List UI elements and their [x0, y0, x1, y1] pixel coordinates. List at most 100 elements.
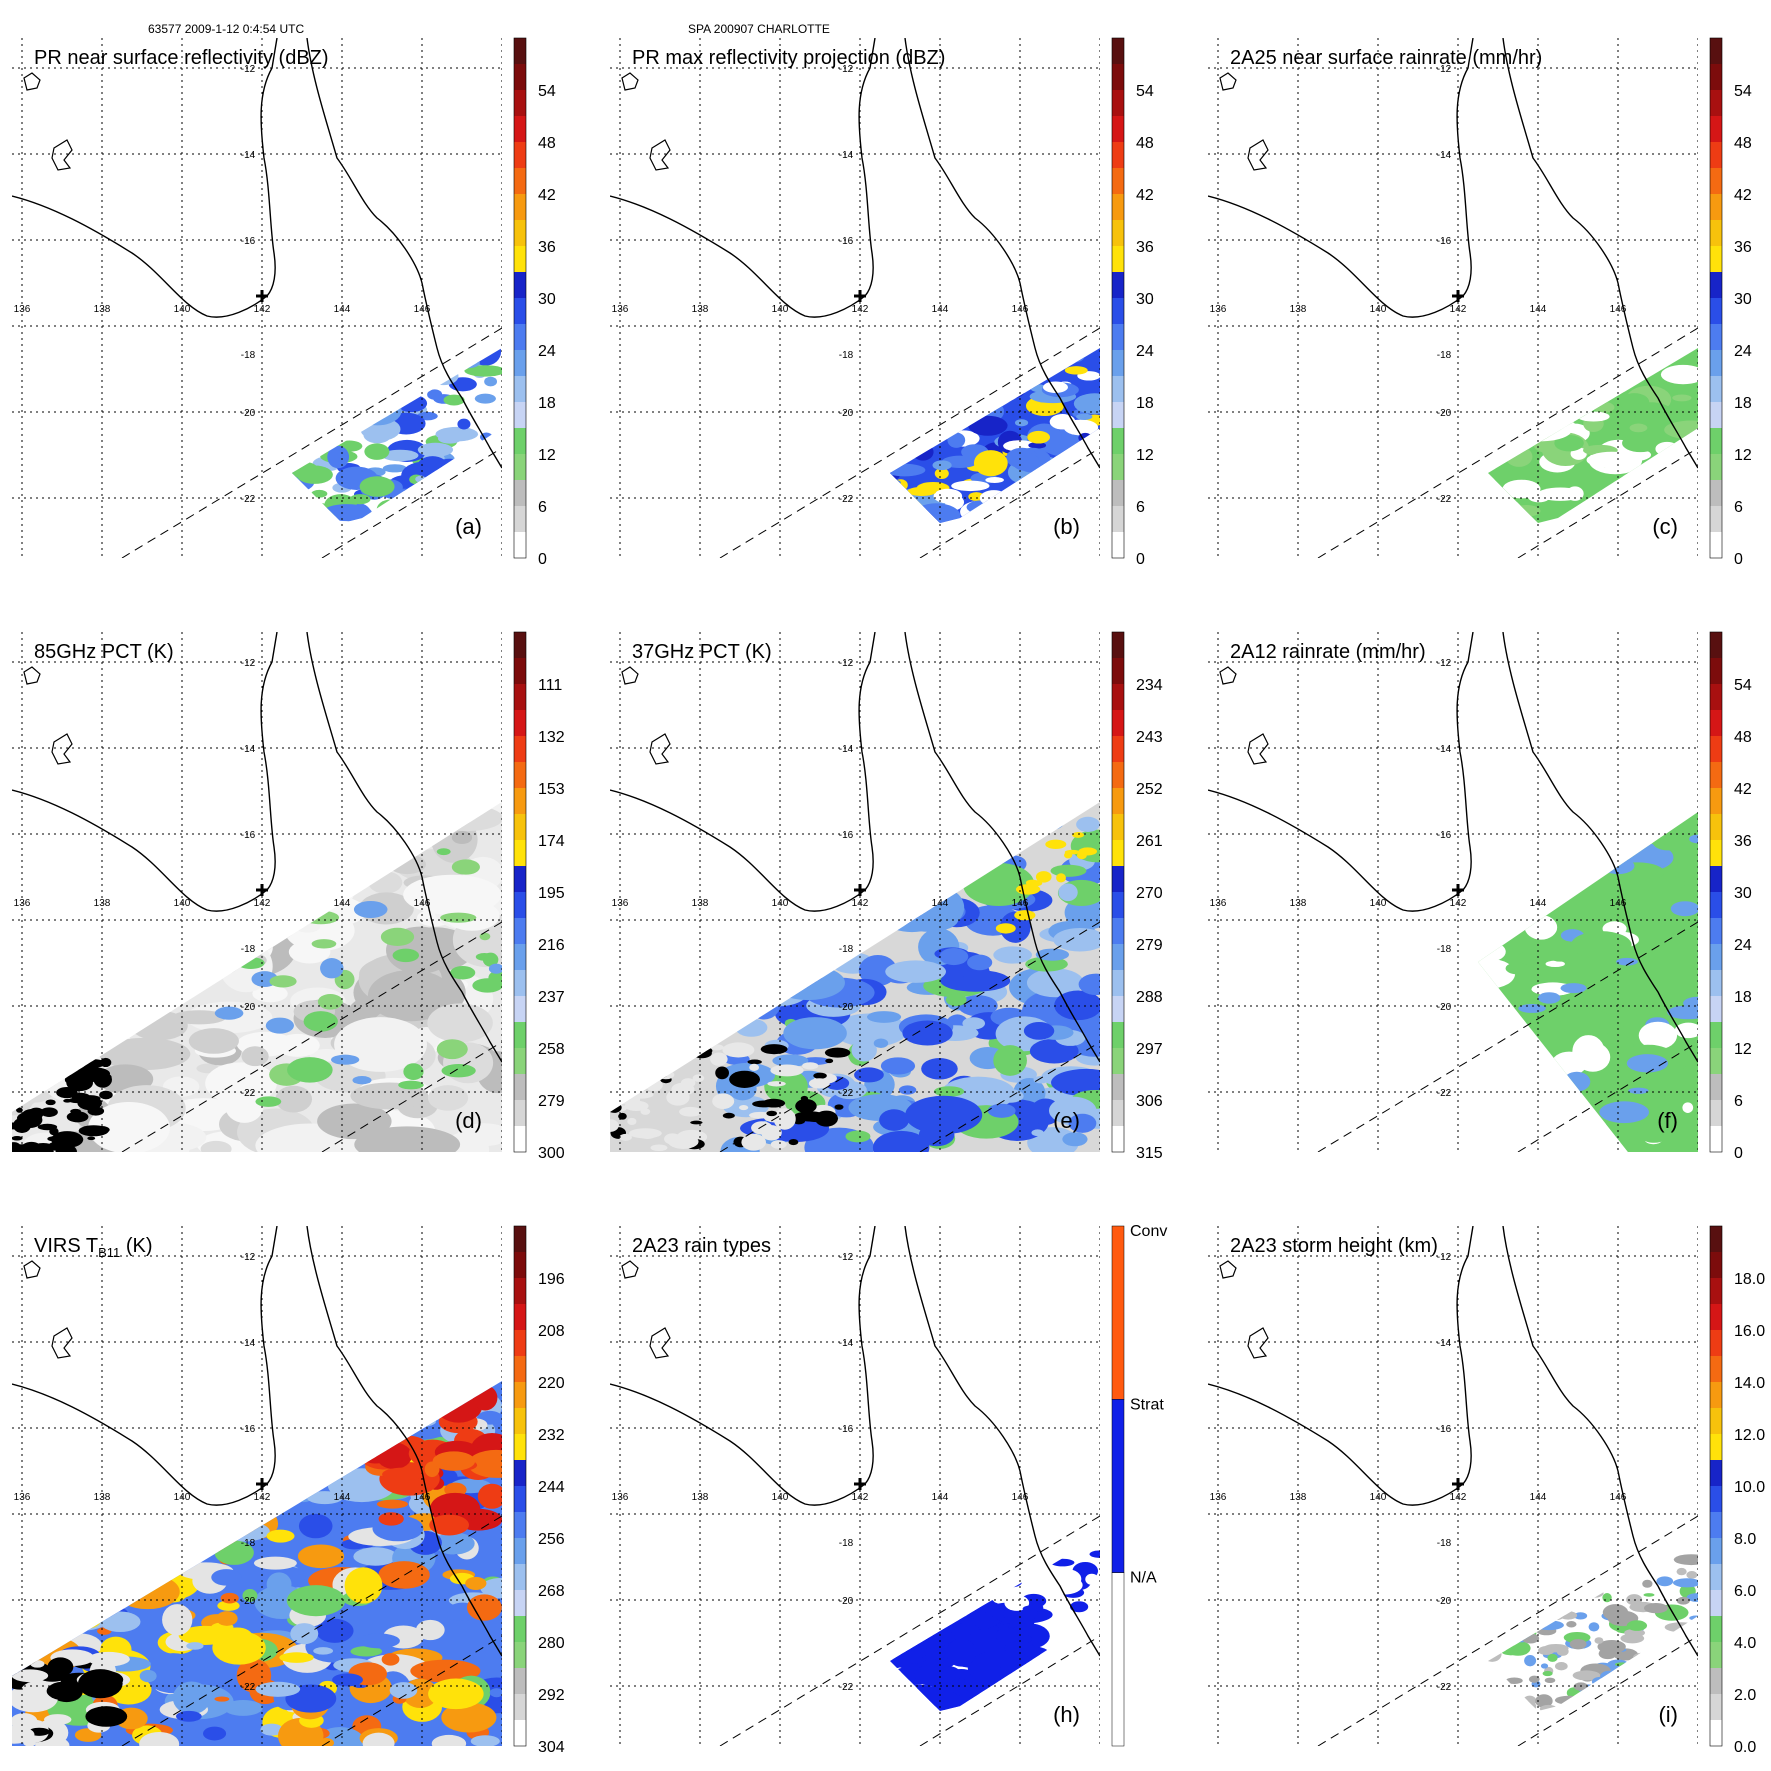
lat-label: -14: [839, 150, 854, 161]
map-area: [1208, 1226, 1698, 1746]
field-blob: [618, 1112, 627, 1120]
field-blob: [1056, 873, 1066, 883]
colorbar-cell: [1710, 1330, 1722, 1357]
colorbar-tick: 174: [538, 833, 565, 850]
field-blob: [352, 1075, 372, 1085]
colorbar-cell: [1710, 1538, 1722, 1565]
field-blob: [252, 985, 288, 1003]
lon-label: 136: [1210, 1492, 1227, 1503]
panel-title: PR near surface reflectivity (dBZ): [34, 47, 329, 69]
panel-title: 85GHz PCT (K): [34, 641, 174, 663]
colorbar-tick: 208: [538, 1323, 565, 1340]
field-blob: [353, 1547, 398, 1566]
field-blob: [1594, 1637, 1604, 1644]
field-blob: [885, 960, 946, 983]
field-blob: [427, 1085, 469, 1111]
colorbar-tick: 30: [1136, 291, 1154, 308]
colorbar-tick: 4.0: [1734, 1635, 1756, 1652]
colorbar-cell: [1710, 684, 1722, 711]
colorbar-tick: 36: [1136, 239, 1154, 256]
field-blob: [1572, 1670, 1601, 1681]
colorbar-cell: [514, 1668, 526, 1695]
colorbar-cell: [1710, 1434, 1722, 1461]
colorbar-cell: [1112, 350, 1124, 377]
colorbar-cell: [1112, 762, 1124, 789]
field-blob: [265, 1017, 294, 1034]
field-blob: [378, 1561, 430, 1589]
colorbar-tick: 36: [1734, 239, 1752, 256]
colorbar-cell: [1112, 506, 1124, 533]
colorbar-cell: [1710, 480, 1722, 507]
field-blob: [275, 1085, 313, 1113]
lat-label: -22: [1437, 494, 1452, 505]
field-blob: [382, 464, 407, 473]
lat-label: -14: [1437, 150, 1452, 161]
colorbar-cell: [1112, 840, 1124, 867]
field-blob: [474, 393, 496, 404]
field-blob: [1050, 864, 1087, 877]
colorbar-cell: [514, 532, 526, 559]
colorbar-tick: 42: [538, 187, 556, 204]
colorbar-cell: [514, 788, 526, 815]
panel-c: 136 138 140 142 144 146 -12 -14 -16 -18 -20 -22 2A25…: [1208, 37, 1752, 568]
colorbar-cell: [514, 1564, 526, 1591]
colorbar-tick: 48: [1734, 135, 1752, 152]
field-blob: [967, 954, 993, 971]
colorbar-cell: [1112, 1074, 1124, 1101]
lon-label: 136: [612, 898, 629, 909]
colorbar-cell: [1111, 1225, 1125, 1400]
colorbar-cell: [1710, 1278, 1722, 1305]
field-blob: [275, 1033, 320, 1057]
colorbar-cell: [1112, 866, 1124, 893]
colorbar-cell: [514, 116, 526, 143]
field-blob: [933, 1086, 965, 1097]
lon-label: 140: [174, 1492, 191, 1503]
field-blob: [1670, 901, 1698, 917]
field-blob: [939, 947, 969, 966]
field-blob: [770, 1140, 787, 1149]
colorbar-tick: 196: [538, 1271, 565, 1288]
field-blob: [51, 1131, 84, 1148]
field-blob: [1505, 1677, 1523, 1684]
field-blob: [1078, 973, 1100, 996]
field-blob: [87, 1136, 96, 1141]
colorbar-tick: 132: [538, 729, 565, 746]
field-blob: [715, 1066, 729, 1080]
colorbar-cell: [514, 1074, 526, 1101]
lat-label: -20: [839, 1596, 854, 1607]
colorbar-cell: [1710, 116, 1722, 143]
colorbar-cell: [514, 1278, 526, 1305]
field-blob: [357, 1633, 400, 1649]
lon-label: 140: [174, 898, 191, 909]
colorbar-tick: 30: [1734, 885, 1752, 902]
lat-label: -22: [241, 1682, 256, 1693]
colorbar-cell: [1112, 710, 1124, 737]
field-blob: [1554, 1662, 1568, 1671]
field-blob: [1027, 430, 1051, 444]
field-blob: [1551, 954, 1570, 962]
colorbar-tick: 16.0: [1734, 1323, 1765, 1340]
lat-label: -22: [1437, 1088, 1452, 1099]
lat-label: -20: [839, 408, 854, 419]
colorbar-cell: [514, 710, 526, 737]
field-blob: [1678, 1134, 1698, 1144]
field-blob: [381, 449, 419, 462]
lat-label: -18: [839, 944, 854, 955]
lon-label: 146: [414, 304, 431, 315]
field-blob: [650, 1144, 668, 1152]
lat-label: -12: [839, 658, 854, 669]
field-blob: [99, 1037, 191, 1071]
colorbar-cell: [514, 402, 526, 429]
colorbar-cell: [1710, 1356, 1722, 1383]
colorbar-tick: 243: [1136, 729, 1163, 746]
lon-label: 136: [1210, 304, 1227, 315]
panel-title: 2A25 near surface rainrate (mm/hr): [1230, 47, 1542, 69]
field-blob: [311, 489, 328, 498]
lat-label: -22: [839, 1088, 854, 1099]
colorbar-cell: [1710, 1512, 1722, 1539]
colorbar-tick: 232: [538, 1427, 565, 1444]
colorbar-cell: [1710, 38, 1722, 65]
panel-g: 136 138 140 142 144 146 -12 -14 -16 -18 -20 -22 VIRS…: [12, 1225, 565, 1756]
colorbar-cell: [1112, 90, 1124, 117]
colorbar-tick: 153: [538, 781, 565, 798]
